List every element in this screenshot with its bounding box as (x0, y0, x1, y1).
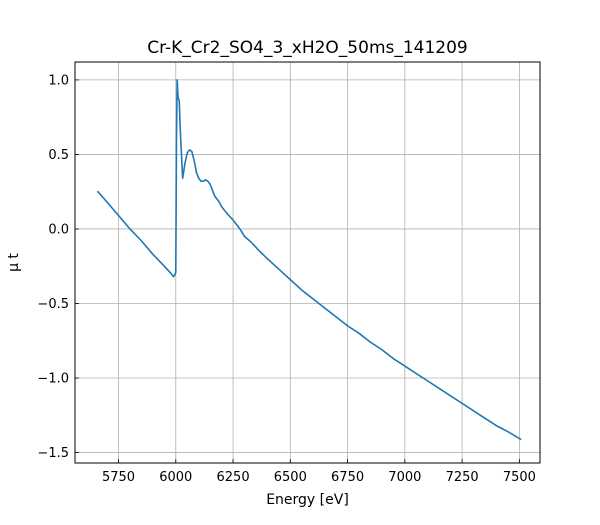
x-tick-label: 7250 (446, 470, 479, 485)
chart-title: Cr-K_Cr2_SO4_3_xH2O_50ms_141209 (147, 38, 468, 58)
y-tick-label: −1.5 (37, 446, 69, 461)
y-tick-label: 1.0 (48, 73, 69, 88)
x-tick-label: 6250 (217, 470, 250, 485)
x-tick-label: 6000 (159, 470, 192, 485)
x-axis-label: Energy [eV] (266, 492, 349, 508)
y-tick-label: −0.5 (37, 297, 69, 312)
series-layer (97, 79, 522, 440)
x-tick-label: 5750 (102, 470, 135, 485)
x-tick-label: 7000 (388, 470, 421, 485)
tick-layer: 5750 6000 6250 6500 6750 7000 7250 7500 1.0 0.5 0.… (37, 73, 536, 485)
y-tick-label: 0.5 (48, 148, 69, 163)
x-tick-label: 6500 (274, 470, 307, 485)
series-line (97, 79, 522, 440)
y-axis-label: μ t (6, 253, 22, 272)
grid-layer (75, 62, 540, 463)
x-tick-label: 7500 (503, 470, 536, 485)
y-tick-label: −1.0 (37, 372, 69, 387)
y-tick-label: 0.0 (48, 222, 69, 237)
x-tick-label: 6750 (331, 470, 364, 485)
axes-frame (74, 61, 541, 464)
